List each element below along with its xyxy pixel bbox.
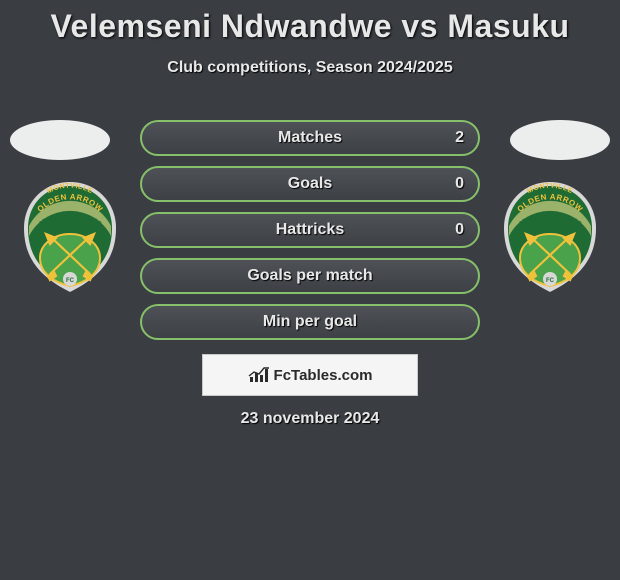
stat-label: Matches: [142, 122, 478, 154]
player-avatar-left: [10, 120, 110, 160]
stat-label: Goals per match: [142, 260, 478, 292]
page-title: Velemseni Ndwandwe vs Masuku: [0, 0, 620, 45]
subtitle: Club competitions, Season 2024/2025: [0, 59, 620, 77]
stat-row: Goals per match: [140, 258, 480, 294]
brand-text: FcTables.com: [274, 367, 373, 384]
bar-chart-icon: [248, 366, 270, 384]
stat-row: Matches 2: [140, 120, 480, 156]
stat-label: Min per goal: [142, 306, 478, 338]
club-badge-left: MONTVILLE OLDEN ARROW ABAFANA BES'THENDE…: [20, 178, 120, 294]
stat-value-right: 0: [455, 168, 464, 200]
badge-fc: FC: [546, 278, 555, 284]
stat-value-right: 0: [455, 214, 464, 246]
stats-container: Matches 2 Goals 0 Hattricks 0 Goals per …: [140, 120, 480, 428]
stat-row: Min per goal: [140, 304, 480, 340]
player-avatar-right: [510, 120, 610, 160]
stat-row: Hattricks 0: [140, 212, 480, 248]
badge-fc: FC: [66, 278, 75, 284]
date-text: 23 november 2024: [140, 410, 480, 428]
brand-logo: FcTables.com: [202, 354, 418, 396]
stat-value-right: 2: [455, 122, 464, 154]
stat-label: Hattricks: [142, 214, 478, 246]
stat-row: Goals 0: [140, 166, 480, 202]
club-badge-right: MONTVILLE OLDEN ARROW ABAFANA BES'THENDE…: [500, 178, 600, 294]
stat-label: Goals: [142, 168, 478, 200]
